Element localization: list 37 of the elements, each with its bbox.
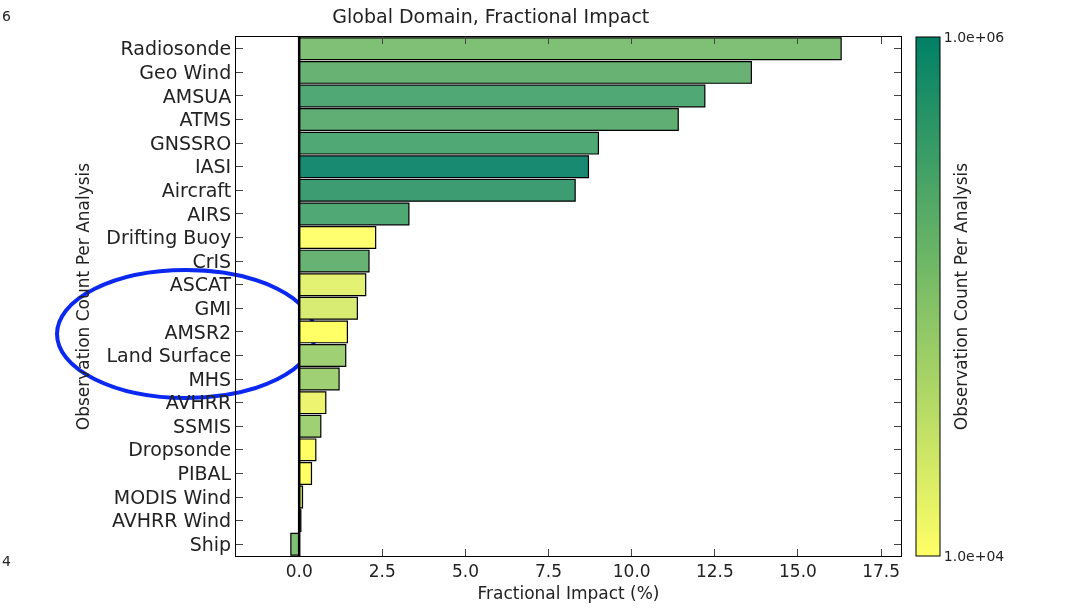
y-tick-label: PIBAL: [177, 462, 232, 485]
color-bar-title: Observation Count Per Analysis: [951, 162, 972, 431]
y-axis-title: Observation Count Per Analysis: [72, 162, 93, 431]
color-bar-label: 1.0e+04: [943, 547, 1005, 564]
y-tick-label: AVHRR Wind: [111, 509, 232, 532]
y-tick-label: Drifting Buoy: [106, 226, 232, 249]
text: 6: [2, 8, 11, 24]
y-tick-label: CrIS: [192, 249, 232, 272]
y-tick-label: Geo Wind: [139, 61, 232, 84]
y-tick-label: IASI: [194, 155, 232, 178]
y-tick-label: GNSSRO: [149, 131, 232, 154]
y-tick-label: Dropsonde: [128, 438, 232, 461]
x-tick-label: 7.5: [535, 561, 563, 582]
y-tick-label: MHS: [188, 367, 232, 390]
x-tick-label: 17.5: [862, 561, 900, 582]
y-tick-label: Radiosonde: [120, 37, 232, 60]
y-tick-label: ATMS: [179, 108, 232, 131]
y-tick-label: Aircraft: [161, 178, 232, 201]
y-tick-label: AIRS: [187, 202, 232, 225]
color-bar-label: 1.0e+06: [943, 28, 1005, 45]
x-tick-label: 15.0: [778, 561, 817, 582]
y-tick-label: MODIS Wind: [113, 485, 232, 508]
y-tick-label: SSMIS: [173, 414, 232, 437]
y-tick-label: GMI: [194, 296, 232, 319]
y-tick-label: AMSUA: [162, 84, 232, 107]
x-tick-label: 5.0: [451, 561, 479, 582]
x-tick-label: 10.0: [612, 561, 651, 582]
y-tick-label: ASCAT: [169, 273, 232, 296]
x-axis-title: Fractional Impact (%): [477, 582, 660, 603]
chart-title: Global Domain, Fractional Impact: [332, 4, 650, 27]
x-tick-label: 12.5: [695, 561, 734, 582]
y-tick-label: Ship: [189, 532, 232, 555]
y-tick-label: Land Surface: [106, 344, 232, 367]
y-tick-label: AMSR2: [164, 320, 232, 343]
x-tick-label: 0.0: [285, 561, 313, 582]
x-tick-label: 2.5: [368, 561, 396, 582]
text: 4: [2, 553, 11, 569]
